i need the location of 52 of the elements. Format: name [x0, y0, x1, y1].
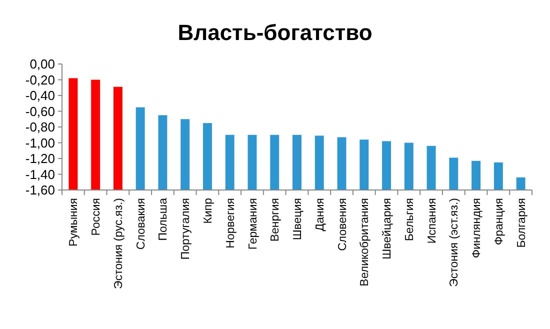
chart-title: Власть-богатство	[178, 20, 372, 45]
bar	[248, 134, 257, 190]
bar	[91, 80, 100, 190]
y-tick-label: -1,40	[25, 166, 55, 182]
bar	[516, 177, 526, 190]
y-tick-label: -0,60	[25, 104, 55, 119]
y-tick-label: 0,00	[30, 56, 55, 72]
y-tick-label: -0,40	[25, 88, 55, 104]
y-tick-label: -1,20	[25, 151, 55, 166]
bar	[68, 78, 78, 190]
x-tick-label: Франция	[493, 198, 506, 246]
x-tick-label: Германия	[247, 198, 260, 250]
x-tick-label: Словакия	[135, 198, 148, 250]
bar	[314, 136, 324, 190]
bar	[113, 86, 122, 190]
bar	[225, 134, 234, 190]
x-tick-label: Словения	[336, 198, 349, 251]
x-tick-label: Португалия	[180, 198, 192, 260]
x-tick-label: Норвегия	[224, 198, 237, 248]
x-tick-label: Польша	[158, 197, 170, 241]
x-tick-label: Швейцария	[382, 198, 394, 260]
bar	[404, 142, 414, 190]
x-tick-label: Кипр	[202, 198, 214, 224]
bar	[136, 107, 145, 190]
x-tick-label: Испания	[426, 198, 438, 244]
bar	[270, 134, 280, 190]
bar	[180, 119, 190, 190]
bar	[203, 123, 212, 190]
y-tick-label: -0,80	[25, 120, 55, 135]
y-tick-label: -1,60	[25, 182, 55, 198]
x-tick-label: Болгария	[516, 198, 528, 248]
x-tick-label: Россия	[90, 198, 103, 236]
x-tick-label: Эстония (эст.яз.)	[448, 198, 461, 287]
bar	[292, 134, 302, 190]
x-tick-label: Великобритания	[359, 198, 372, 286]
x-tick-label: Румыния	[68, 198, 80, 246]
bar	[382, 141, 391, 190]
bar	[337, 137, 346, 190]
bar	[360, 140, 369, 190]
x-tick-label: Швеция	[292, 198, 304, 240]
bar	[472, 160, 481, 190]
bar	[158, 115, 168, 190]
bar	[494, 162, 503, 190]
x-tick-label: Финляндия	[471, 198, 484, 258]
y-tick-label: -0,20	[25, 72, 55, 88]
bar	[426, 146, 436, 190]
x-tick-label: Венргия	[270, 198, 282, 242]
x-tick-label: Дания	[314, 198, 326, 232]
y-tick-label: -1,00	[25, 135, 55, 150]
bar	[449, 158, 458, 190]
x-tick-label: Эстония (рус.яз.)	[112, 198, 125, 289]
x-tick-label: Бельгия	[404, 198, 416, 242]
